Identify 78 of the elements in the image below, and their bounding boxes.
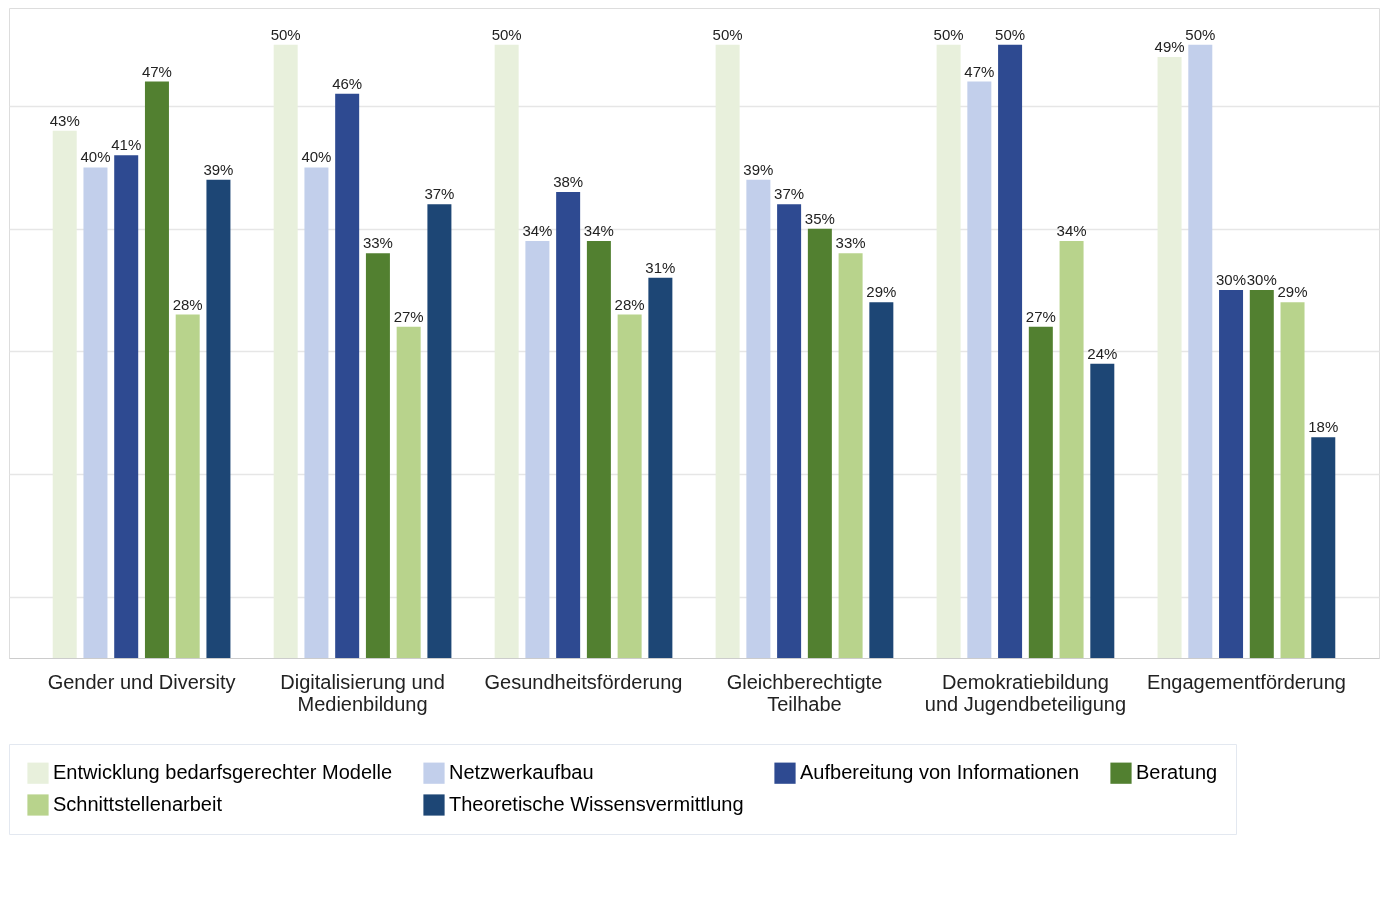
bar (1280, 302, 1305, 658)
bar (807, 228, 832, 658)
bar (777, 204, 802, 658)
data-label: 30% (1216, 271, 1247, 289)
bar (617, 314, 642, 658)
data-label: 39% (743, 160, 774, 178)
data-label: 37% (424, 185, 455, 203)
bar (114, 155, 139, 658)
bar (144, 81, 169, 658)
data-label: 49% (1154, 38, 1185, 56)
data-label: 38% (553, 172, 584, 190)
data-label: 30% (1246, 271, 1277, 289)
data-label: 34% (1056, 222, 1087, 240)
bar (1249, 290, 1274, 658)
bar (1219, 290, 1244, 658)
data-label: 50% (995, 25, 1026, 43)
x-tick-label: Gender und Diversity (47, 670, 236, 693)
legend-label: Aufbereitung von Informationen (800, 761, 1080, 784)
data-label: 18% (1308, 418, 1339, 436)
x-tick-label: Gleichberechtigte Teilhabe (726, 670, 883, 715)
data-label: 50% (491, 25, 522, 43)
data-label: 46% (332, 74, 363, 92)
data-label: 50% (1185, 25, 1216, 43)
bar (83, 167, 108, 658)
data-label: 34% (522, 222, 553, 240)
data-label: 31% (645, 258, 676, 276)
bar (838, 253, 863, 658)
data-label: 35% (804, 209, 835, 227)
bar (967, 81, 992, 658)
x-tick-label: Gesundheitsförderung (484, 670, 683, 693)
legend-label: Netzwerkaufbau (449, 761, 594, 784)
bar (396, 326, 421, 658)
legend-label: Entwicklung bedarfsgerechter Modelle (53, 761, 393, 784)
x-tick-label: Engagementförderung (1146, 670, 1346, 693)
data-label: 29% (866, 283, 897, 301)
bar (1028, 326, 1053, 658)
bar (1188, 44, 1213, 658)
data-label: 33% (362, 234, 393, 252)
x-tick-label: Demokratiebildung und Jugendbeteiligung (924, 670, 1127, 715)
data-label: 39% (203, 160, 234, 178)
bar (175, 314, 200, 658)
data-label: 47% (964, 62, 995, 80)
bar (586, 241, 611, 658)
data-label: 34% (583, 222, 614, 240)
data-label: 43% (49, 111, 80, 129)
data-label: 50% (270, 25, 301, 43)
legend-label: Schnittstellenarbeit (53, 793, 223, 815)
bar (869, 302, 894, 658)
bar (1090, 363, 1115, 658)
bar (525, 241, 550, 658)
data-label: 24% (1087, 344, 1118, 362)
data-label: 47% (141, 62, 172, 80)
bar (648, 277, 673, 658)
data-label: 28% (172, 295, 203, 313)
bar (304, 167, 329, 658)
data-label: 50% (712, 25, 743, 43)
bar (556, 191, 581, 658)
data-label: 40% (301, 148, 332, 166)
data-label: 50% (933, 25, 964, 43)
data-label: 37% (774, 185, 805, 203)
bar (335, 93, 360, 658)
bar (746, 179, 771, 658)
data-label: 28% (614, 295, 645, 313)
x-tick-label: Digitalisierung und Medienbildung (280, 670, 445, 715)
data-label: 27% (1025, 307, 1056, 325)
bar (206, 179, 231, 658)
data-label: 29% (1277, 283, 1308, 301)
legend-label: Theoretische Wissensvermittlung (449, 793, 744, 815)
bar (427, 204, 452, 658)
bar (1059, 241, 1084, 658)
bar (1311, 437, 1336, 658)
bar (998, 44, 1023, 658)
data-label: 40% (80, 148, 111, 166)
legend-label: Beratung (1136, 761, 1218, 784)
data-label: 27% (393, 307, 424, 325)
data-label: 33% (835, 234, 866, 252)
bar (365, 253, 390, 658)
data-label: 41% (111, 136, 142, 154)
